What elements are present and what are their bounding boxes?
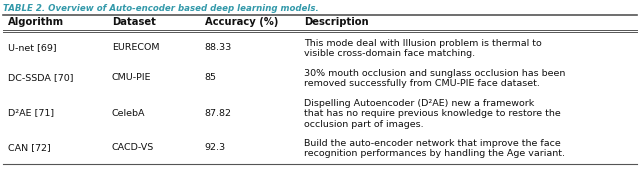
Text: Build the auto-encoder network that improve the face: Build the auto-encoder network that impr… — [304, 139, 561, 148]
Text: D²AE [71]: D²AE [71] — [8, 109, 54, 117]
Text: that has no require previous knowledge to restore the: that has no require previous knowledge t… — [304, 109, 561, 118]
Text: CAN [72]: CAN [72] — [8, 144, 51, 152]
Text: removed successfully from CMU-PIE face dataset.: removed successfully from CMU-PIE face d… — [304, 80, 540, 89]
Text: CelebA: CelebA — [112, 109, 145, 117]
Text: EURECOM: EURECOM — [112, 44, 159, 53]
Text: DC-SSDA [70]: DC-SSDA [70] — [8, 73, 73, 82]
Text: TABLE 2. Overview of Auto-encoder based deep learning models.: TABLE 2. Overview of Auto-encoder based … — [3, 4, 319, 13]
Text: Description: Description — [304, 17, 369, 27]
Text: visible cross-domain face matching.: visible cross-domain face matching. — [304, 49, 475, 58]
Text: Algorithm: Algorithm — [8, 17, 64, 27]
Text: Accuracy (%): Accuracy (%) — [205, 17, 278, 27]
Text: 85: 85 — [205, 73, 217, 82]
Text: This mode deal with Illusion problem is thermal to: This mode deal with Illusion problem is … — [304, 39, 541, 48]
Text: 30% mouth occlusion and sunglass occlusion has been: 30% mouth occlusion and sunglass occlusi… — [304, 69, 565, 78]
Text: Dispelling Autoencoder (D²AE) new a framework: Dispelling Autoencoder (D²AE) new a fram… — [304, 99, 534, 108]
Text: U-net [69]: U-net [69] — [8, 44, 56, 53]
Text: 92.3: 92.3 — [205, 144, 226, 152]
Text: 88.33: 88.33 — [205, 44, 232, 53]
Text: occlusion part of images.: occlusion part of images. — [304, 120, 424, 129]
Text: CMU-PIE: CMU-PIE — [112, 73, 152, 82]
Text: CACD-VS: CACD-VS — [112, 144, 154, 152]
Text: recognition performances by handling the Age variant.: recognition performances by handling the… — [304, 149, 565, 159]
Text: Dataset: Dataset — [112, 17, 156, 27]
Text: 87.82: 87.82 — [205, 109, 232, 117]
